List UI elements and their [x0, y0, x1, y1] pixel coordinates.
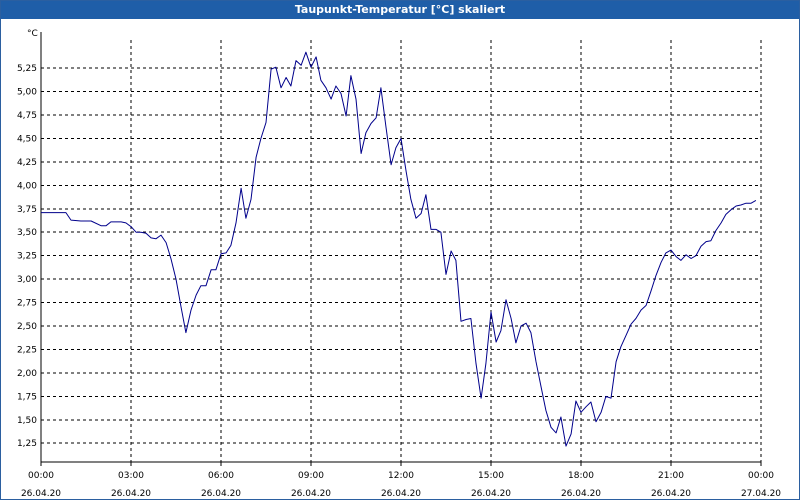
x-tick-date-label: 26.04.20: [21, 489, 61, 499]
x-tick-date-label: 26.04.20: [111, 489, 151, 499]
x-tick-date-label: 26.04.20: [561, 489, 601, 499]
x-tick-time-label: 00:00: [748, 471, 774, 481]
line-chart: 1,25 1,50 1,75 2,00 2,25 2,50 2,75 3,00 3,25 3,50…: [17, 29, 781, 499]
x-tick-time-label: 03:00: [118, 471, 144, 481]
x-tick-date-label: 26.04.20: [651, 489, 691, 499]
y-axis-unit-label: °C: [27, 29, 38, 39]
tick-labels: 1,25 1,50 1,75 2,00 2,25 2,50 2,75 3,00 3,25 3,50…: [17, 29, 781, 499]
y-tick-label: 3,00: [17, 275, 37, 285]
y-tick-label: 4,25: [17, 158, 37, 168]
y-tick-label: 4,50: [17, 134, 37, 144]
grid-lines: [40, 40, 762, 462]
y-tick-label: 3,25: [17, 252, 37, 262]
x-tick-date-label: 26.04.20: [381, 489, 421, 499]
axes: [40, 32, 762, 466]
x-tick-time-label: 21:00: [658, 471, 684, 481]
y-tick-label: 4,75: [17, 111, 37, 121]
series-layer: [41, 51, 757, 447]
y-tick-label: 1,50: [17, 416, 37, 426]
x-tick-date-label: 26.04.20: [471, 489, 511, 499]
series-line: [41, 51, 757, 447]
x-tick-time-label: 15:00: [478, 471, 504, 481]
y-tick-label: 1,75: [17, 392, 37, 402]
plot-area: 1,25 1,50 1,75 2,00 2,25 2,50 2,75 3,00 3,25 3,50…: [1, 19, 799, 503]
x-tick-time-label: 09:00: [298, 471, 324, 481]
y-tick-label: 2,75: [17, 299, 37, 309]
chart-title: Taupunkt-Temperatur [°C] skaliert: [1, 1, 799, 19]
y-tick-label: 4,00: [17, 181, 37, 191]
y-tick-label: 3,50: [17, 228, 37, 238]
x-tick-date-label: 26.04.20: [291, 489, 331, 499]
y-tick-label: 1,25: [17, 439, 37, 449]
x-tick-time-label: 18:00: [568, 471, 594, 481]
y-tick-label: 3,75: [17, 205, 37, 215]
x-tick-time-label: 06:00: [208, 471, 234, 481]
x-tick-date-label: 26.04.20: [201, 489, 241, 499]
x-tick-date-label: 27.04.20: [741, 489, 781, 499]
y-tick-label: 5,25: [17, 64, 37, 74]
y-tick-label: 5,00: [17, 88, 37, 98]
y-tick-label: 2,25: [17, 345, 37, 355]
x-tick-time-label: 00:00: [28, 471, 54, 481]
y-tick-label: 2,00: [17, 369, 37, 379]
x-tick-time-label: 12:00: [388, 471, 414, 481]
y-tick-label: 2,50: [17, 322, 37, 332]
